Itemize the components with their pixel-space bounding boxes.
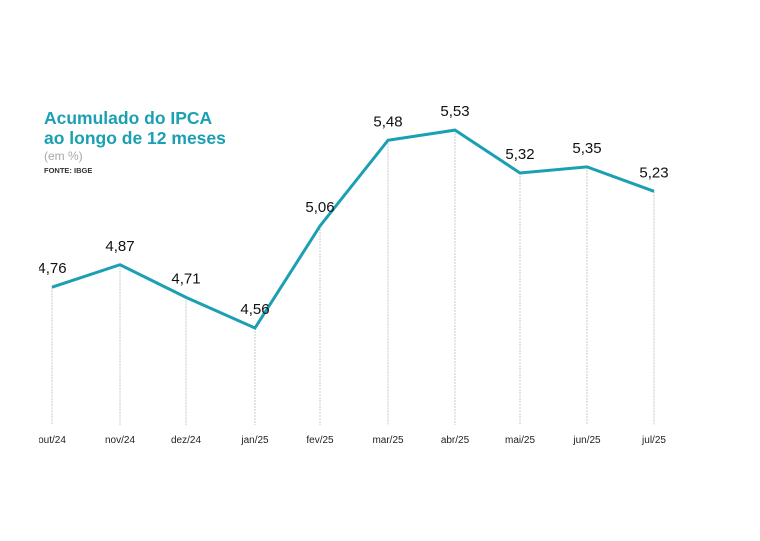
x-tick-label: dez/24 [171, 435, 201, 446]
data-label: 4,56 [240, 301, 269, 318]
chart-title: Acumulado do IPCA ao longo de 12 meses [44, 108, 226, 148]
data-label: 5,32 [505, 146, 534, 163]
data-label: 5,35 [572, 140, 601, 157]
chart-source: FONTE: IBGE [44, 166, 93, 175]
x-tick-label: mar/25 [372, 435, 404, 446]
x-tick-label: abr/25 [441, 435, 470, 446]
x-tick-label: jun/25 [572, 435, 601, 446]
data-label: 4,71 [171, 270, 200, 287]
chart-title-line-1: Acumulado do IPCA [44, 108, 213, 128]
data-label: 5,06 [305, 199, 334, 216]
data-label: 5,53 [440, 103, 469, 120]
x-tick-label: out/24 [38, 435, 66, 446]
series-line-group [51, 128, 655, 330]
x-tick-label: fev/25 [306, 435, 334, 446]
chart-title-line-2: ao longo de 12 meses [44, 128, 226, 148]
x-tick-label: nov/24 [105, 435, 135, 446]
data-labels: 4,76 4,87 4,71 4,56 5,06 5,48 5,53 5,32 5,35 5,23 [37, 103, 669, 318]
drop-lines [51, 130, 655, 425]
data-label: 4,87 [105, 238, 134, 255]
data-label: 5,48 [373, 113, 402, 130]
chart-unit: (em %) [44, 149, 83, 163]
data-label: 4,76 [37, 260, 66, 277]
series-line [51, 128, 655, 330]
x-tick-labels: out/24 nov/24 dez/24 jan/25 fev/25 mar/25 abr/… [38, 435, 666, 446]
x-tick-label: mai/25 [505, 435, 535, 446]
x-tick-label: jul/25 [641, 435, 666, 446]
data-label: 5,23 [639, 164, 668, 181]
x-tick-label: jan/25 [240, 435, 269, 446]
